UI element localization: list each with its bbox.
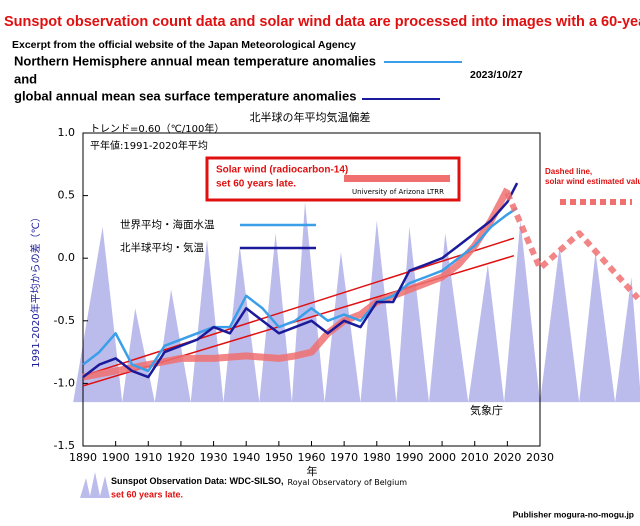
estimate-note: solar wind estimated value — [545, 177, 640, 186]
agency: 気象庁 — [470, 403, 503, 417]
x-tick-label: 1930 — [200, 451, 228, 464]
chart-title: 北半球の年平均気温偏差 — [250, 110, 371, 124]
x-tick-label: 1900 — [102, 451, 130, 464]
x-tick-label: 1980 — [363, 451, 391, 464]
x-tick-label: 2010 — [461, 451, 489, 464]
x-tick-label: 2000 — [428, 451, 456, 464]
sunspot-series-name: Sunspot Observation Data: WDC-SILSO, — [111, 476, 284, 486]
trend-line — [82, 237, 515, 377]
heading-line: global annual mean sea surface temperatu… — [14, 88, 356, 103]
x-tick-label: 1950 — [265, 451, 293, 464]
x-tick-label: 1920 — [167, 451, 195, 464]
x-tick-label: 2020 — [493, 451, 521, 464]
x-tick-label: 1940 — [232, 451, 260, 464]
x-tick-label: 1970 — [330, 451, 358, 464]
series-line — [82, 207, 518, 373]
publisher: Publisher mogura-no-mogu.jp — [513, 509, 634, 519]
legend-label: 世界平均・海面水温 — [120, 218, 215, 231]
page-title: Sunspot observation count data and solar… — [4, 14, 640, 30]
legend-label: 北半球平均・気温 — [120, 241, 204, 254]
trend-note: トレンド=0.60（℃/100年） — [90, 122, 224, 135]
x-tick-label: 1890 — [69, 451, 97, 464]
sunspot-note: set 60 years late. — [111, 489, 183, 499]
x-axis-label: 年 — [307, 464, 318, 478]
x-tick-label: 2030 — [526, 451, 554, 464]
sunspot-source: Sunspot Observation Data: WDC-SILSO, Roya… — [111, 476, 407, 486]
sunspot-area — [73, 201, 640, 403]
x-tick-label: 1960 — [298, 451, 326, 464]
plot: -1.5 -1.0 -0.5 0.0 0.5 1.0 1890 1900 1910 1920 193… — [54, 126, 640, 464]
date: 2023/10/27 — [470, 69, 523, 81]
box-text: set 60 years late. — [216, 179, 296, 190]
box-title: Solar wind (radiocarbon-14) — [216, 165, 348, 176]
y-tick-label: 0.5 — [58, 189, 76, 202]
box-swatch — [344, 175, 450, 182]
heading-line: Northern Hemisphere annual mean temperat… — [14, 53, 376, 68]
y-tick-label: -0.5 — [54, 314, 75, 327]
estimate-note: Dashed line, — [545, 167, 592, 176]
y-axis-label: 1991-2020年平均からの差（℃） — [29, 212, 42, 368]
x-tick-label: 1910 — [134, 451, 162, 464]
y-tick-label: 1.0 — [58, 126, 76, 139]
y-tick-label: -1.5 — [54, 439, 75, 452]
series-line — [82, 182, 519, 379]
x-tick-label: 1990 — [395, 451, 423, 464]
sunspot-source-org: Royal Observatory of Belgium — [288, 478, 408, 487]
y-tick-label: -1.0 — [54, 376, 75, 389]
heading-line: and — [14, 71, 37, 86]
y-tick-label: 0.0 — [58, 251, 76, 264]
sunspot-swatch — [80, 472, 110, 498]
source: Excerpt from the official website of the… — [12, 39, 356, 51]
annotation-box — [205, 156, 461, 202]
box-source: University of Arizona LTRR — [352, 188, 444, 196]
estimate-line — [504, 191, 640, 301]
normal-note: 平年値:1991-2020年平均 — [90, 139, 208, 152]
